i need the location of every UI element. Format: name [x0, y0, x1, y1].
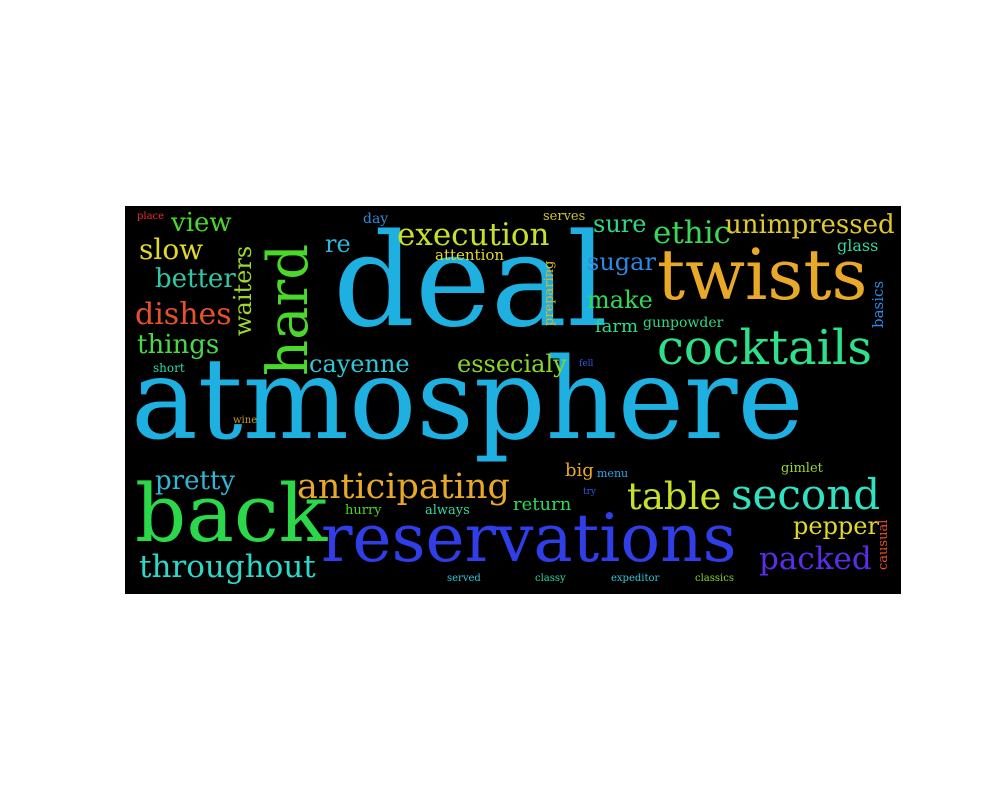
word-dishes: dishes: [135, 297, 232, 332]
word-expeditor: expeditor: [611, 573, 660, 584]
word-execution: execution: [397, 217, 550, 253]
word-cayenne: cayenne: [309, 350, 410, 378]
word-sure: sure: [593, 210, 647, 238]
word-always: always: [425, 503, 470, 518]
word-atmosphere: atmosphere: [131, 335, 804, 465]
word-cocktails: cocktails: [657, 320, 872, 376]
word-wine: wine: [233, 415, 258, 426]
word-things: things: [137, 330, 220, 360]
word-fell: fell: [579, 359, 594, 369]
word-farm: farm: [595, 316, 639, 337]
word-causual: causual: [876, 519, 891, 570]
word-anticipating: anticipating: [297, 467, 510, 507]
word-sugar: sugar: [587, 248, 656, 276]
word-view: view: [171, 208, 232, 238]
word-packed: packed: [759, 541, 872, 577]
word-pepper: pepper: [793, 512, 879, 540]
word-essecialy: essecialy: [457, 350, 567, 378]
word-gunpowder: gunpowder: [643, 315, 724, 331]
word-short: short: [153, 361, 185, 375]
word-serves: serves: [543, 209, 586, 224]
word-classy: classy: [535, 573, 566, 584]
word-deal: deal: [333, 207, 608, 356]
word-menu: menu: [597, 467, 629, 480]
word-second: second: [731, 470, 881, 519]
word-re: re: [325, 230, 351, 258]
word-twists: twists: [657, 234, 868, 316]
word-day: day: [363, 211, 389, 227]
word-place: place: [137, 211, 165, 222]
word-try: try: [583, 487, 597, 497]
word-preparing: preparing: [542, 260, 557, 326]
word-basics: basics: [869, 280, 887, 328]
word-waiters: waiters: [229, 245, 257, 336]
word-gimlet: gimlet: [781, 461, 823, 476]
word-pretty: pretty: [155, 466, 236, 496]
word-ethic: ethic: [653, 215, 732, 251]
word-cloud: atmosphere deal reservations twists back…: [125, 206, 901, 594]
word-throughout: throughout: [139, 549, 316, 585]
word-table: table: [627, 475, 722, 518]
word-hurry: hurry: [345, 503, 382, 518]
word-back: back: [135, 467, 328, 560]
word-unimpressed: unimpressed: [725, 210, 895, 240]
word-slow: slow: [139, 233, 204, 266]
word-better: better: [155, 264, 236, 294]
word-return: return: [513, 494, 572, 515]
word-attention: attention: [435, 246, 505, 264]
word-big: big: [565, 460, 594, 481]
word-reservations: reservations: [321, 500, 737, 577]
word-glass: glass: [837, 236, 879, 255]
word-make: make: [587, 286, 653, 314]
word-served: served: [447, 573, 481, 584]
word-classics: classics: [695, 573, 734, 584]
